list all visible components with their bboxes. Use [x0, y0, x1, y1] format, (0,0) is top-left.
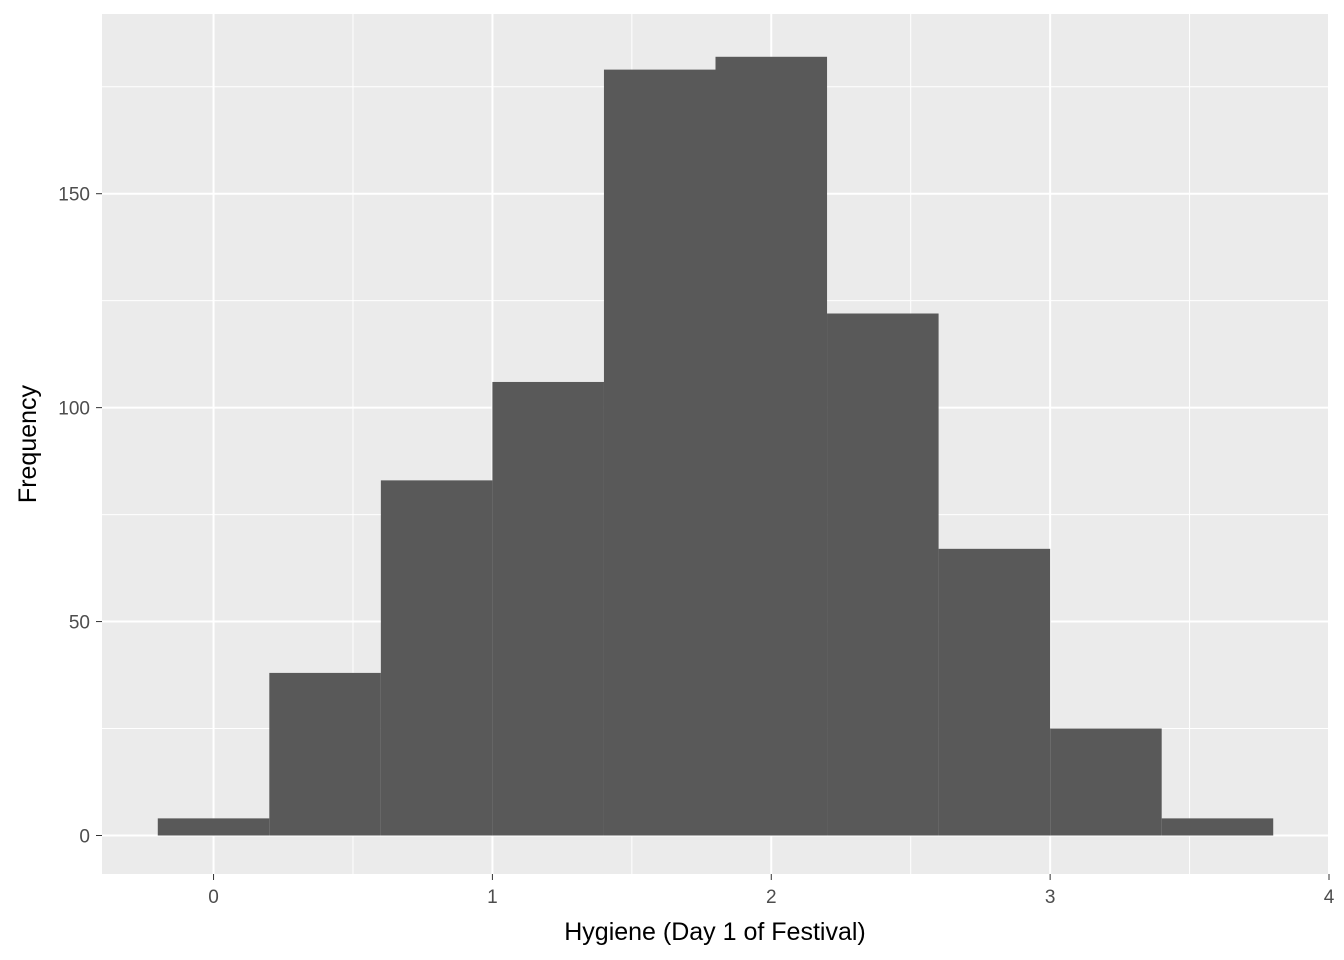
y-tick-label: 100 — [58, 399, 90, 420]
histogram-bar — [938, 548, 1051, 836]
y-tick-label: 0 — [79, 826, 90, 847]
x-axis-ticks: 0 1 2 3 4 — [208, 874, 1335, 908]
x-tick-label: 3 — [1045, 887, 1056, 908]
histogram-bar — [603, 69, 716, 836]
histogram-bar — [715, 56, 828, 836]
y-tick-label: 150 — [58, 185, 90, 206]
histogram-bar — [492, 381, 604, 836]
y-axis-ticks: 0 50 100 150 — [58, 185, 102, 847]
histogram-bar — [157, 818, 270, 836]
x-tick-label: 2 — [766, 887, 777, 908]
x-tick-label: 4 — [1324, 887, 1335, 908]
x-tick-label: 1 — [487, 887, 498, 908]
x-axis-title: Hygiene (Day 1 of Festival) — [564, 918, 866, 946]
histogram-bar — [827, 313, 939, 836]
histogram-bar — [1161, 818, 1274, 836]
histogram-bars — [157, 56, 1274, 836]
y-axis-title: Frequency — [14, 384, 42, 503]
histogram-bar — [380, 480, 493, 836]
y-tick-label: 50 — [69, 613, 90, 634]
histogram-bar — [269, 672, 381, 836]
x-tick-label: 0 — [208, 887, 219, 908]
histogram-bar — [1050, 728, 1162, 836]
